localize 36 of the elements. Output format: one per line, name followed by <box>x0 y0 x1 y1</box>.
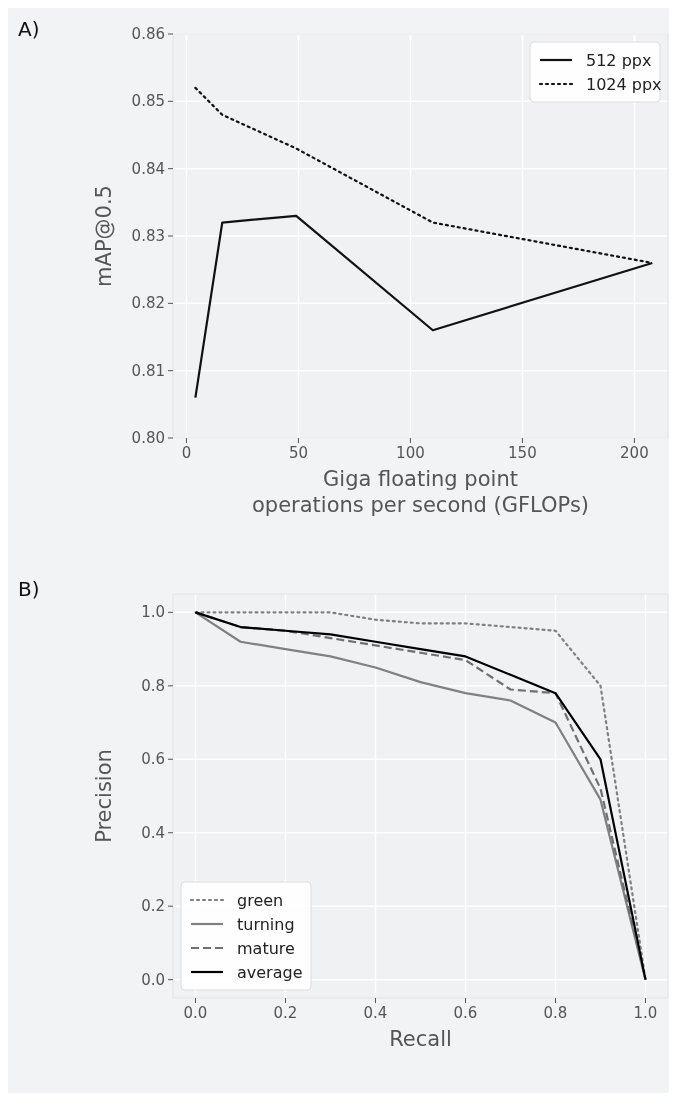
x-tick-label: 0.8 <box>543 1004 568 1022</box>
x-axis-title: Recall <box>389 1027 452 1051</box>
y-tick-label: 0.85 <box>131 92 165 111</box>
legend-label: green <box>237 891 284 910</box>
y-tick-label: 0.82 <box>131 294 165 313</box>
x-tick-label: 1.0 <box>633 1004 658 1022</box>
x-tick-label: 0 <box>181 444 192 462</box>
y-tick-label: 0.0 <box>141 970 165 989</box>
y-tick-label: 0.86 <box>131 25 165 43</box>
y-axis-title: mAP@0.5 <box>92 185 116 287</box>
chart-title: A) <box>18 17 40 41</box>
x-tick-label: 0.0 <box>183 1004 208 1022</box>
legend-label: 512 ppx <box>586 51 652 70</box>
x-tick-label: 150 <box>508 444 537 462</box>
x-tick-label: 0.4 <box>363 1004 388 1022</box>
x-tick-label: 200 <box>620 444 649 462</box>
y-tick-label: 1.0 <box>141 603 165 622</box>
chart-title: B) <box>18 577 40 601</box>
y-tick-label: 0.84 <box>131 159 165 178</box>
y-axis-title: Precision <box>92 749 116 843</box>
y-tick-label: 0.83 <box>131 227 165 245</box>
legend-label: average <box>237 963 303 982</box>
y-tick-label: 0.81 <box>131 361 165 380</box>
x-tick-label: 0.6 <box>453 1004 478 1022</box>
y-tick-label: 0.6 <box>141 750 165 769</box>
x-axis-title: Giga floating point operations per second (GFLOPs) <box>251 467 590 517</box>
x-tick-label: 100 <box>396 444 425 462</box>
y-tick-label: 0.8 <box>141 676 165 695</box>
x-tick-label: 50 <box>288 444 308 462</box>
legend-label: mature <box>237 939 295 958</box>
y-tick-label: 0.2 <box>141 897 165 916</box>
y-tick-label: 0.4 <box>141 823 165 842</box>
x-tick-label: 0.2 <box>273 1004 298 1022</box>
legend-label: 1024 ppx <box>586 75 662 94</box>
y-tick-label: 0.80 <box>131 429 165 447</box>
legend-label: turning <box>237 915 295 934</box>
